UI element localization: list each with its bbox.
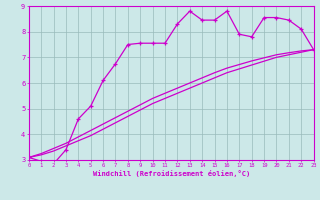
X-axis label: Windchill (Refroidissement éolien,°C): Windchill (Refroidissement éolien,°C)	[92, 170, 250, 177]
